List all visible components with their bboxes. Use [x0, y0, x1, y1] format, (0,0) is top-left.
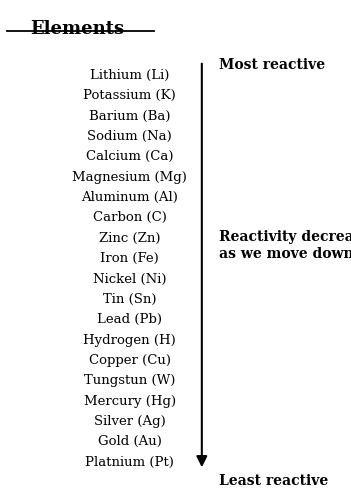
- Text: Zinc (Zn): Zinc (Zn): [99, 232, 161, 245]
- Text: Aluminum (Al): Aluminum (Al): [81, 191, 178, 204]
- Text: Hydrogen (H): Hydrogen (H): [84, 333, 176, 346]
- Text: Magnesium (Mg): Magnesium (Mg): [72, 171, 187, 184]
- Text: Sodium (Na): Sodium (Na): [87, 130, 172, 143]
- Text: Barium (Ba): Barium (Ba): [89, 110, 171, 123]
- Text: Elements: Elements: [30, 20, 124, 38]
- Text: Copper (Cu): Copper (Cu): [89, 354, 171, 367]
- Text: Platnium (Pt): Platnium (Pt): [85, 456, 174, 469]
- Text: Least reactive: Least reactive: [219, 474, 329, 488]
- Text: Carbon (C): Carbon (C): [93, 212, 167, 225]
- Text: Potassium (K): Potassium (K): [84, 89, 176, 102]
- Text: Iron (Fe): Iron (Fe): [100, 252, 159, 265]
- Text: Nickel (Ni): Nickel (Ni): [93, 272, 167, 285]
- Text: Reactivity decreases
as we move down: Reactivity decreases as we move down: [219, 231, 351, 260]
- Text: Gold (Au): Gold (Au): [98, 435, 162, 448]
- Text: Tungstun (W): Tungstun (W): [84, 374, 176, 387]
- Text: Mercury (Hg): Mercury (Hg): [84, 395, 176, 408]
- Text: Silver (Ag): Silver (Ag): [94, 415, 166, 428]
- Text: Most reactive: Most reactive: [219, 58, 325, 72]
- Text: Lithium (Li): Lithium (Li): [90, 69, 170, 82]
- Text: Lead (Pb): Lead (Pb): [97, 313, 163, 326]
- Text: Calcium (Ca): Calcium (Ca): [86, 150, 174, 163]
- Text: Tin (Sn): Tin (Sn): [103, 293, 157, 306]
